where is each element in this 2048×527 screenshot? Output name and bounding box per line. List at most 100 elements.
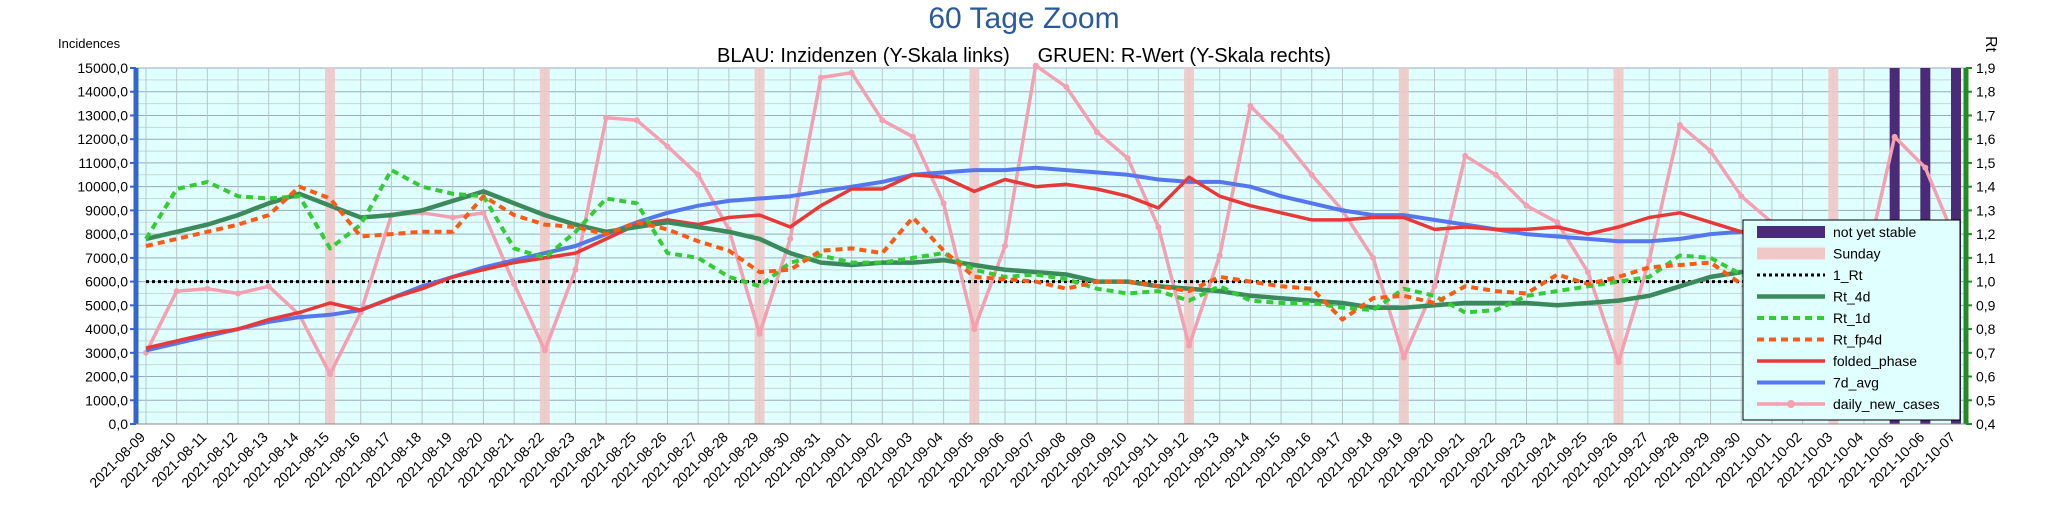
y2-tick-label: 1,2	[1976, 226, 1996, 242]
point-daily_new_cases	[1063, 83, 1070, 90]
point-daily_new_cases	[541, 347, 548, 354]
y2-tick-label: 1,0	[1976, 274, 1996, 290]
point-daily_new_cases	[756, 330, 763, 337]
y2-tick-label: 0,9	[1976, 297, 1996, 313]
y-tick-label: 2000,0	[85, 369, 128, 385]
point-daily_new_cases	[1584, 269, 1591, 276]
y2-tick-label: 0,6	[1976, 369, 1996, 385]
y2-tick-label: 1,1	[1976, 250, 1996, 266]
point-daily_new_cases	[1523, 202, 1530, 209]
point-daily_new_cases	[327, 371, 334, 378]
point-daily_new_cases	[235, 290, 242, 297]
y-tick-label: 13000,0	[77, 107, 128, 123]
y2-tick-label: 0,5	[1976, 392, 1996, 408]
point-daily_new_cases	[572, 266, 579, 273]
y2-tick-label: 1,5	[1976, 155, 1996, 171]
y2-tick-label: 1,6	[1976, 131, 1996, 147]
point-daily_new_cases	[695, 171, 702, 178]
point-daily_new_cases	[1707, 148, 1714, 155]
y2-tick-label: 1,3	[1976, 202, 1996, 218]
point-daily_new_cases	[1922, 164, 1929, 171]
y2-tick-label: 0,8	[1976, 321, 1996, 337]
y-tick-label: 4000,0	[85, 321, 128, 337]
point-daily_new_cases	[909, 133, 916, 140]
point-daily_new_cases	[1247, 102, 1254, 109]
point-daily_new_cases	[787, 235, 794, 242]
y-tick-label: 8000,0	[85, 226, 128, 242]
legend-swatch	[1757, 247, 1825, 260]
legend-entry: 1_Rt	[1833, 267, 1863, 283]
sunday-band-2021-09-05	[969, 68, 980, 424]
point-daily_new_cases	[1615, 359, 1622, 366]
point-daily_new_cases	[1676, 121, 1683, 128]
legend-entry: Rt_4d	[1833, 289, 1870, 305]
legend-entry: folded_phase	[1833, 353, 1917, 369]
sunday-band-2021-08-29	[754, 68, 765, 424]
y2-tick-label: 0,4	[1976, 416, 1996, 432]
legend-entry: 7d_avg	[1833, 375, 1879, 391]
y2-tick-label: 1,4	[1976, 179, 1996, 195]
point-daily_new_cases	[1400, 354, 1407, 361]
chart-title: 60 Tage Zoom	[928, 2, 1119, 35]
y2-axis-label: Rt	[1982, 36, 1999, 53]
point-daily_new_cases	[511, 280, 518, 287]
point-daily_new_cases	[1891, 133, 1898, 140]
legend-entry: Sunday	[1833, 246, 1880, 262]
point-daily_new_cases	[1124, 155, 1131, 162]
y-tick-label: 3000,0	[85, 345, 128, 361]
point-daily_new_cases	[1094, 129, 1101, 136]
series-folded_phase	[145, 173, 1957, 350]
point-daily_new_cases	[633, 117, 640, 124]
y-tick-label: 12000,0	[77, 131, 128, 147]
y-tick-label: 1000,0	[85, 392, 128, 408]
point-daily_new_cases	[1216, 252, 1223, 259]
point-daily_new_cases	[817, 74, 824, 81]
y2-tick-label: 0,7	[1976, 345, 1996, 361]
point-daily_new_cases	[449, 214, 456, 221]
point-daily_new_cases	[480, 209, 487, 216]
legend-entry: Rt_fp4d	[1833, 332, 1882, 348]
series-daily_new_cases	[144, 63, 1958, 376]
point-daily_new_cases	[265, 283, 272, 290]
legend-swatch	[1757, 226, 1825, 238]
point-daily_new_cases	[1155, 224, 1162, 231]
point-daily_new_cases	[173, 288, 180, 295]
y-tick-label: 9000,0	[85, 202, 128, 218]
y-tick-label: 7000,0	[85, 250, 128, 266]
point-daily_new_cases	[940, 200, 947, 207]
y-tick-label: 15000,0	[77, 60, 128, 76]
legend-entry: Rt_1d	[1833, 310, 1870, 326]
point-daily_new_cases	[664, 143, 671, 150]
sunday-band-2021-08-22	[539, 68, 550, 424]
series-Rt_4d	[145, 189, 1957, 310]
point-daily_new_cases	[1462, 152, 1469, 159]
y-tick-label: 11000,0	[78, 155, 128, 171]
y-tick-label: 6000,0	[85, 274, 128, 290]
point-daily_new_cases	[848, 69, 855, 76]
legend-entry: daily_new_cases	[1833, 396, 1940, 412]
sunday-band-2021-09-26	[1613, 68, 1624, 424]
sunday-band-2021-09-19	[1398, 68, 1409, 424]
y-tick-label: 10000,0	[77, 179, 128, 195]
sunday-band-2021-09-12	[1184, 68, 1195, 424]
point-daily_new_cases	[1308, 171, 1315, 178]
y-tick-label: 0,0	[109, 416, 129, 432]
y-axis-label: Incidences	[58, 36, 121, 51]
plot-area: 0,0 1000,0 2000,0 3000,0 4000,0 5000,0 6000,0 7…	[77, 60, 1995, 491]
point-daily_new_cases	[1278, 133, 1285, 140]
point-daily_new_cases	[1492, 171, 1499, 178]
point-daily_new_cases	[971, 326, 978, 333]
point-daily_new_cases	[1431, 283, 1438, 290]
legend-marker	[1787, 400, 1795, 408]
point-daily_new_cases	[1186, 342, 1193, 349]
point-daily_new_cases	[1032, 62, 1039, 69]
y-tick-label: 5000,0	[85, 297, 128, 313]
legend: not yet stable Sunday 1_Rt Rt_4d Rt_1d Rt_fp4…	[1742, 219, 1961, 421]
series-Rt_fp4d	[145, 184, 1957, 322]
point-daily_new_cases	[1646, 257, 1653, 264]
y2-tick-label: 1,8	[1976, 84, 1996, 100]
point-daily_new_cases	[1001, 243, 1008, 249]
y-tick-label: 14000,0	[77, 84, 128, 100]
series-Rt_1d	[144, 168, 1957, 315]
